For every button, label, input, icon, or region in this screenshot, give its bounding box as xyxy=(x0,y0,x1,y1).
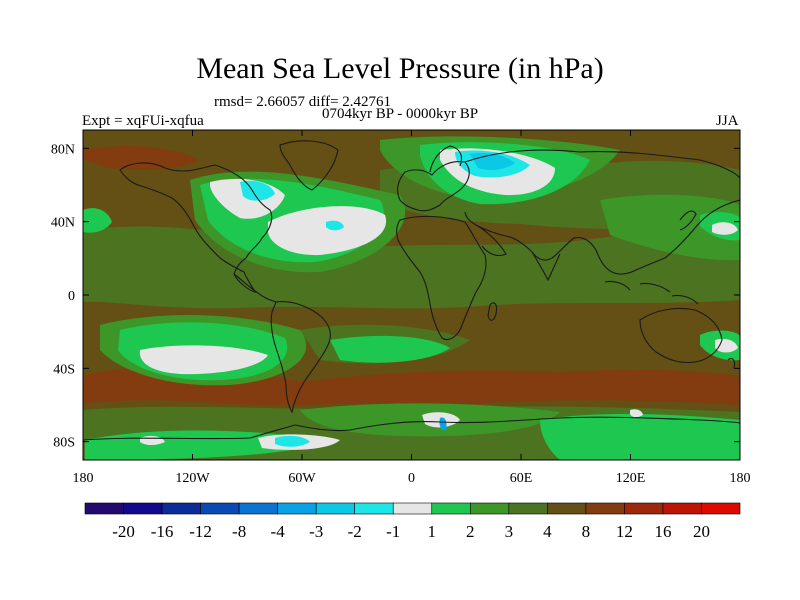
colorbar-label: 2 xyxy=(466,522,475,541)
colorbar-swatch xyxy=(392,502,433,515)
colorbar-swatch xyxy=(354,502,394,515)
period-label: 0704kyr BP - 0000kyr BP xyxy=(322,106,479,122)
lat-tick-label: 40N xyxy=(51,216,75,231)
coast-madagascar xyxy=(487,302,498,321)
colorbar-swatch xyxy=(431,502,471,515)
colorbar-label: 16 xyxy=(654,522,671,541)
colorbar-swatch xyxy=(238,502,278,515)
colorbar-label: -16 xyxy=(151,522,174,541)
lon-tick-label: 60W xyxy=(288,471,316,486)
coast-australia xyxy=(639,307,723,364)
colorbar: -20 -16 -12 -8 -4 -3 -2 -1 1 2 3 4 8 12 16 20 xyxy=(84,502,741,541)
colorbar-label: -1 xyxy=(386,522,400,541)
pressure-field xyxy=(83,130,740,460)
colorbar-swatch xyxy=(508,502,548,515)
lat-tick-label: 80N xyxy=(51,142,75,157)
coast-europe xyxy=(396,161,470,212)
colorbar-swatch xyxy=(277,502,317,515)
colorbar-swatch xyxy=(161,502,201,515)
coast-india xyxy=(531,251,561,282)
axis-ticks: 80N 40N 0 40S 80S 180 120W 60W 0 60E 120E 180 xyxy=(51,130,751,486)
lat-tick-label: 80S xyxy=(53,436,75,451)
lon-tick-label: 120E xyxy=(616,471,646,486)
map-title: Mean Sea Level Pressure (in hPa) xyxy=(196,52,604,85)
colorbar-swatch xyxy=(469,502,510,515)
coast-japan xyxy=(679,210,697,231)
coast-central-america xyxy=(233,273,277,303)
lat-tick-label: 40S xyxy=(53,362,75,377)
field-white-north-atlantic xyxy=(268,206,387,256)
coast-greenland xyxy=(279,140,339,191)
colorbar-label: -12 xyxy=(189,522,212,541)
colorbar-label: 4 xyxy=(543,522,552,541)
colorbar-label: -2 xyxy=(348,522,362,541)
colorbar-swatch xyxy=(200,502,240,515)
lon-tick-label: 120W xyxy=(175,471,210,486)
lat-tick-label: 0 xyxy=(68,289,75,304)
field-white-west-pacific xyxy=(712,222,738,235)
coast-south-america xyxy=(270,301,331,414)
coastlines xyxy=(83,140,740,441)
lon-tick-label: 180 xyxy=(73,471,94,486)
field-cyan-antarctic-peninsula xyxy=(275,435,310,447)
rmsd-diff-stats: rmsd= 2.66057 diff= 2.42761 xyxy=(214,94,392,110)
colorbar-label: 12 xyxy=(616,522,633,541)
field-bright-green-atlantic-west xyxy=(83,208,112,233)
field-bright-green-south-indian xyxy=(330,335,450,363)
colorbar-label: -4 xyxy=(271,522,286,541)
colorbar-swatch xyxy=(547,502,587,515)
colorbar-swatch xyxy=(315,502,356,515)
coast-scandinavia xyxy=(429,145,463,173)
colorbar-swatch xyxy=(624,502,664,515)
colorbar-label: -8 xyxy=(232,522,246,541)
colorbar-label: 3 xyxy=(505,522,514,541)
experiment-label: Expt = xqFUi-xqfua xyxy=(82,113,204,129)
season-label: JJA xyxy=(716,113,739,129)
colorbar-label: 20 xyxy=(693,522,710,541)
field-green-west-pacific xyxy=(600,194,740,261)
lon-tick-label: 180 xyxy=(730,471,751,486)
lon-tick-label: 60E xyxy=(510,471,533,486)
field-white-south-pacific xyxy=(139,345,268,375)
colorbar-label: 8 xyxy=(582,522,591,541)
colorbar-swatch xyxy=(701,502,741,515)
field-patch-reddish-brown-north xyxy=(83,145,200,170)
coast-southeast-asia-islands xyxy=(604,280,699,305)
colorbar-swatch xyxy=(662,502,702,515)
field-white-antarctic-east-spot xyxy=(630,409,643,418)
field-cyan-atlantic xyxy=(326,220,344,231)
colorbar-label: 1 xyxy=(428,522,437,541)
coast-arabia xyxy=(477,225,507,257)
colorbar-label: -3 xyxy=(309,522,323,541)
coast-new-zealand xyxy=(727,357,736,369)
field-blue-antarctic-weddell xyxy=(439,417,447,431)
colorbar-swatch xyxy=(585,502,625,515)
colorbar-label: -20 xyxy=(112,522,135,541)
colorbar-swatch xyxy=(84,502,124,515)
colorbar-swatch xyxy=(123,502,163,515)
coast-asia xyxy=(464,149,740,275)
field-bright-green-antarctic-east xyxy=(540,413,740,460)
coast-africa xyxy=(396,215,487,341)
lon-tick-label: 0 xyxy=(408,471,415,486)
coast-antarctica xyxy=(83,416,740,441)
